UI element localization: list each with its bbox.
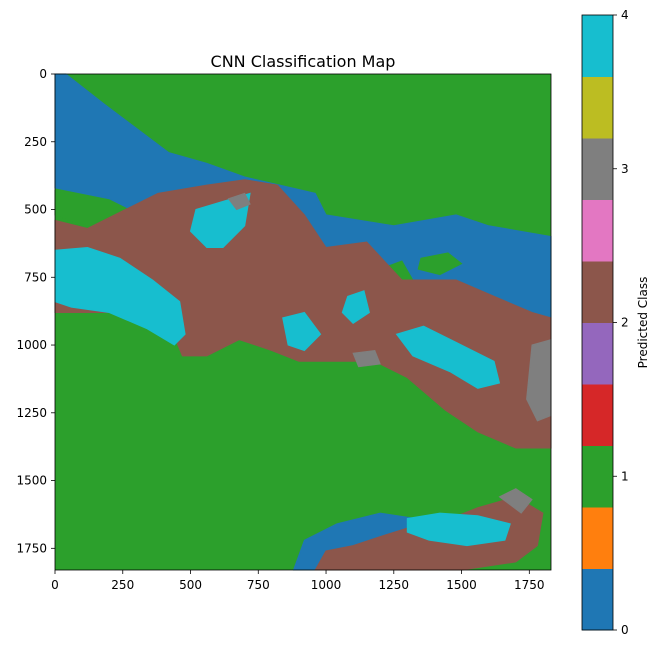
colorbar-tick-label: 4 — [621, 8, 629, 22]
x-tick-label: 1000 — [311, 578, 342, 592]
x-tick-label: 1500 — [446, 578, 477, 592]
class-4-region — [395, 325, 501, 389]
colorbar-segment — [582, 322, 613, 385]
colorbar-segment — [582, 568, 613, 631]
plot-frame — [54, 73, 552, 571]
y-tick-label: 1750 — [16, 541, 47, 555]
heatmap-axes: 0 250 500 750 1000 1250 1500 1750 0 250 500 750 1000… — [16, 67, 552, 592]
colorbar-segment — [582, 138, 613, 200]
x-tick-label: 1250 — [379, 578, 410, 592]
y-tick-label: 250 — [24, 135, 47, 149]
x-tick-label: 1750 — [514, 578, 545, 592]
class-colorbar: 0 1 2 3 4 Predicted Class — [581, 8, 650, 637]
class-4-region — [341, 290, 370, 325]
y-tick-label: 750 — [24, 270, 47, 284]
class-3-region — [227, 192, 251, 211]
colorbar-label: Predicted Class — [636, 277, 650, 369]
class-3-region — [352, 349, 381, 368]
x-tick-label: 0 — [51, 578, 59, 592]
class-4-region — [54, 246, 186, 346]
x-tick-label: 250 — [111, 578, 134, 592]
y-tick-label: 1000 — [16, 338, 47, 352]
classification-heatmap — [54, 73, 552, 571]
x-tick-label: 500 — [179, 578, 202, 592]
colorbar-segment — [582, 261, 613, 323]
y-tick-label: 1250 — [16, 406, 47, 420]
x-tick-label: 750 — [247, 578, 270, 592]
colorbar-segment — [582, 199, 613, 262]
class-4-region — [406, 512, 511, 547]
class-3-region — [526, 338, 552, 422]
colorbar-segment — [582, 76, 613, 139]
y-tick-label: 0 — [39, 67, 47, 81]
chart-title: CNN Classification Map — [211, 52, 396, 71]
colorbar-tick-label: 3 — [621, 162, 629, 176]
colorbar-tick-label: 2 — [621, 316, 629, 330]
y-tick-label: 500 — [24, 203, 47, 217]
colorbar-segment — [582, 507, 613, 569]
y-tick-label: 1500 — [16, 474, 47, 488]
class-4-region — [282, 311, 322, 352]
class-3-region — [498, 488, 533, 514]
colorbar-segment — [582, 15, 613, 77]
colorbar-tick-label: 1 — [621, 469, 629, 483]
colorbar-segment — [582, 384, 613, 446]
colorbar-segment — [582, 445, 613, 508]
class-1-region — [417, 252, 463, 276]
colorbar-tick-label: 0 — [621, 623, 629, 637]
